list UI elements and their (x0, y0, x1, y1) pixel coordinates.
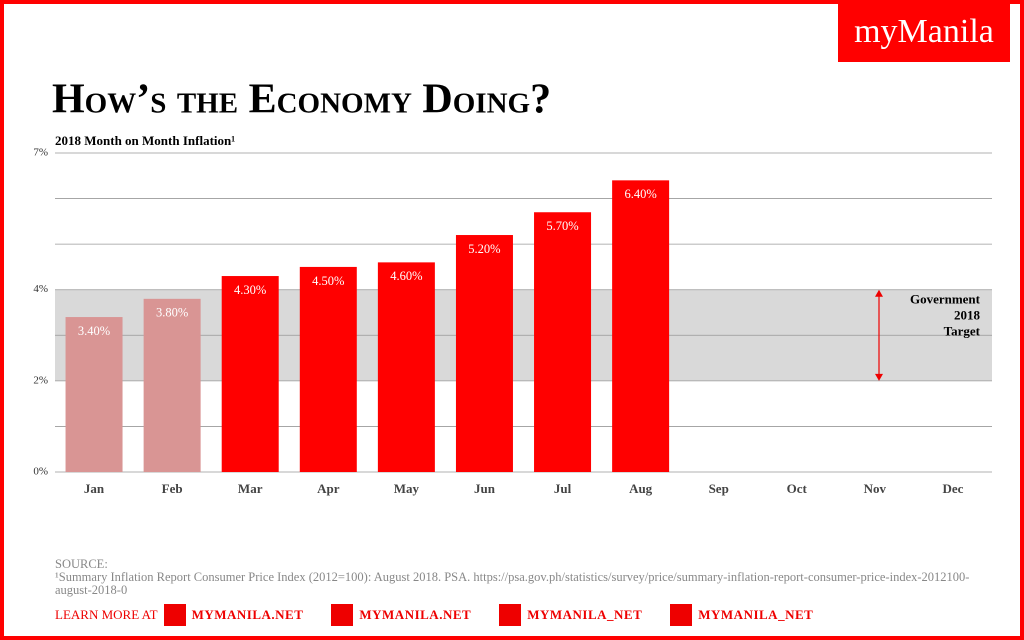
twitter-icon (499, 604, 522, 626)
x-tick-label: Oct (787, 481, 808, 496)
bar (455, 235, 513, 472)
footer-link[interactable]: MYMANILA.NET (331, 604, 471, 626)
x-tick-label: Apr (317, 481, 340, 496)
link-text[interactable]: MYMANILA_NET (527, 607, 643, 622)
bar (143, 298, 201, 472)
bar (65, 317, 123, 472)
value-label: 6.40% (624, 187, 656, 201)
value-label: 4.60% (390, 269, 422, 283)
x-tick-label: Nov (864, 481, 887, 496)
value-label: 5.20% (468, 242, 500, 256)
bar (299, 266, 357, 472)
chart-subtitle: 2018 Month on Month Inflation¹ (55, 133, 235, 148)
bar (377, 262, 435, 472)
x-tick-label: Sep (709, 481, 729, 496)
y-tick-label: 0% (33, 466, 48, 478)
x-tick-label: Jul (554, 481, 572, 496)
bar (534, 212, 592, 472)
web-icon (163, 604, 186, 626)
value-label: 4.30% (234, 283, 266, 297)
target-label: 2018 (954, 308, 981, 323)
brand: myManila (854, 13, 994, 50)
bar (612, 180, 670, 473)
y-tick-label: 4% (33, 283, 48, 295)
source-heading: SOURCE: (55, 557, 108, 571)
x-tick-label: May (394, 481, 420, 496)
target-label: Target (944, 324, 981, 339)
value-label: 5.70% (546, 219, 578, 233)
link-text[interactable]: MYMANILA.NET (359, 607, 472, 622)
instagram-icon (670, 604, 693, 626)
link-text[interactable]: MYMANILA.NET (191, 607, 304, 622)
target-label: Government (910, 292, 981, 307)
footer-lead: LEARN MORE AT (55, 607, 158, 622)
x-tick-label: Feb (162, 481, 183, 496)
arrow-head (875, 373, 883, 381)
source-note: ¹Summary Inflation Report Consumer Price… (55, 570, 970, 597)
source: SOURCE: ¹Summary Inflation Report Consum… (55, 558, 1005, 597)
y-tick-label: 2% (33, 374, 48, 386)
x-tick-label: Jun (474, 481, 496, 496)
value-label: 3.80% (156, 306, 188, 320)
value-label: 4.50% (312, 274, 344, 288)
x-tick-label: Jan (84, 481, 105, 496)
brand-box (838, 4, 1010, 62)
x-tick-label: Aug (629, 481, 653, 496)
footer-link[interactable]: MYMANILA.NET (163, 604, 304, 626)
footer-link[interactable]: MYMANILA_NET (499, 604, 642, 626)
arrow-head (875, 289, 883, 297)
bar (221, 276, 279, 472)
footer-link[interactable]: MYMANILA_NET (670, 604, 813, 626)
chart-title: How’s the Economy Doing? (52, 77, 551, 123)
link-text[interactable]: MYMANILA_NET (698, 607, 814, 622)
x-tick-label: Dec (942, 481, 963, 496)
value-label: 3.40% (78, 324, 110, 338)
x-tick-label: Mar (238, 481, 263, 496)
y-tick-label: 7% (33, 147, 48, 159)
facebook-icon (331, 604, 354, 626)
footer: LEARN MORE AT MYMANILA.NET MYMANILA.NET … (55, 604, 835, 626)
